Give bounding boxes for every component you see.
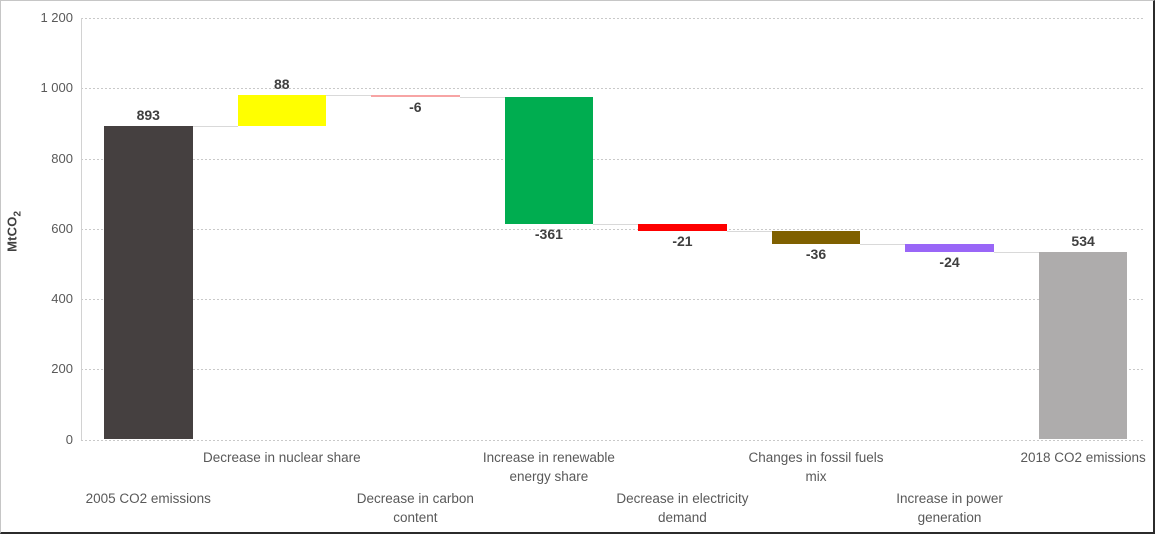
bar-value-label: 88 [274, 75, 290, 92]
connector-7 [993, 252, 1039, 254]
x-axis-label-line: generation [917, 510, 982, 525]
x-axis-label-line: 2018 CO2 emissions [1020, 450, 1146, 465]
connector-1 [192, 125, 238, 127]
bar-4-decrease [504, 97, 594, 224]
x-axis-label-line: Changes in fossil fuels [748, 450, 884, 465]
y-axis-tick-label: 600 [51, 220, 73, 236]
x-axis-label-line: Decrease in electricity [616, 491, 749, 506]
bar-value-label: 534 [1071, 232, 1095, 249]
gridline-1000 [81, 88, 1144, 90]
x-axis-label: Decrease in carbon content [310, 489, 520, 527]
bar-1-total [104, 125, 193, 440]
bar-5-decrease [638, 223, 727, 232]
y-axis-tick-label: 1 200 [40, 10, 73, 25]
y-axis-title-subscript: 2 [12, 210, 24, 217]
gridline-600 [81, 228, 1144, 230]
gridline-200 [81, 369, 1144, 371]
bar-value-label: -24 [939, 254, 960, 271]
bar-value-label: -36 [805, 245, 827, 262]
bar-7-decrease [905, 243, 994, 253]
y-axis-tick-label: 200 [51, 361, 73, 377]
bar-value-label: 893 [136, 106, 160, 123]
x-axis-label-line: Increase in power [896, 491, 1003, 506]
connector-4 [593, 223, 639, 225]
bar-3-decrease [371, 94, 460, 98]
gridline-1200 [81, 18, 1144, 19]
connector-5 [726, 231, 772, 233]
connector-2 [326, 94, 372, 96]
x-axis-label: Decrease in electricity demand [577, 489, 787, 527]
bar-value-label: -6 [409, 99, 422, 116]
bar-6-decrease [771, 231, 861, 244]
bar-8-total [1038, 251, 1128, 440]
gridline-400 [81, 299, 1144, 300]
y-axis-tick-label: 0 [65, 431, 73, 447]
x-axis-label-line: 2005 CO2 emissions [85, 491, 211, 506]
bar-value-label: -21 [672, 233, 693, 250]
gridline-800 [81, 158, 1144, 160]
x-axis-label-line: demand [658, 510, 707, 525]
x-axis-label-line: content [393, 510, 438, 525]
x-axis-label: 2018 CO2 emissions [978, 448, 1153, 467]
bar-value-label: -361 [534, 225, 563, 242]
y-axis-line [81, 18, 82, 440]
x-axis-label: Increase in power generation [845, 489, 1055, 527]
x-axis-label-line: Decrease in carbon [356, 491, 474, 506]
connector-6 [860, 243, 906, 245]
x-axis-label: 2005 CO2 emissions [43, 489, 253, 508]
x-axis-label-line: Decrease in nuclear share [203, 450, 361, 465]
y-axis-tick-label: 400 [51, 291, 73, 306]
bar-2-increase [237, 94, 327, 126]
y-axis-tick-label: 800 [51, 150, 73, 166]
x-axis-label-line: Increase in renewable [482, 450, 615, 465]
connector-3 [459, 97, 505, 99]
x-axis-label: Increase in renewable energy share [444, 448, 654, 486]
y-axis-tick-label: 1 000 [40, 80, 73, 96]
x-axis-label-line: mix [805, 469, 827, 484]
x-axis-label: Decrease in nuclear share [177, 448, 387, 467]
x-axis-label-line: energy share [509, 469, 589, 484]
gridline-0 [81, 439, 1144, 441]
x-axis-label: Changes in fossil fuels mix [711, 448, 921, 486]
